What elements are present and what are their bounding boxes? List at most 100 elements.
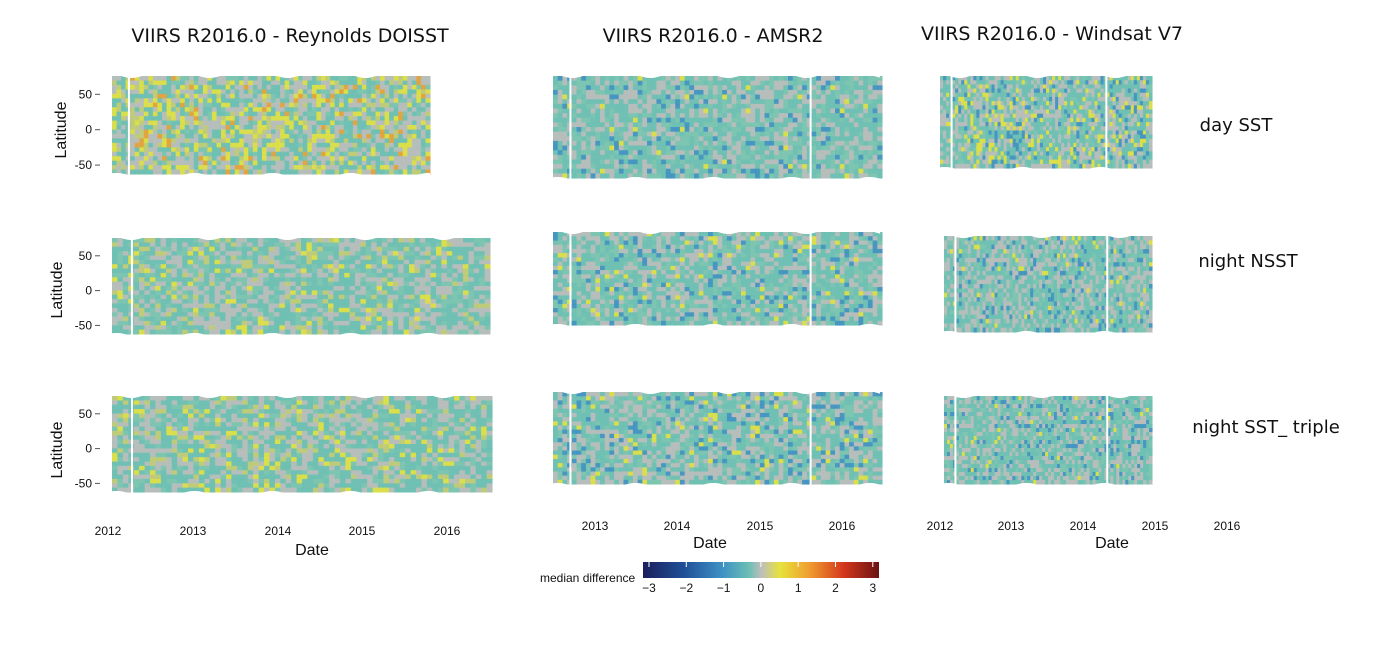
heatmap-cell [226, 439, 232, 445]
heatmap-cell [182, 400, 189, 406]
heatmap-cell [402, 98, 408, 104]
heatmap-cell [155, 251, 162, 257]
heatmap-cell [187, 242, 194, 248]
heatmap-cell [448, 465, 455, 471]
heatmap-cell [312, 461, 319, 467]
heatmap-cell [585, 76, 592, 82]
heatmap-cell [357, 138, 363, 144]
heatmap-cell [117, 417, 124, 423]
heatmap-cell [188, 413, 194, 419]
heatmap-cell [112, 290, 118, 296]
heatmap-cell [112, 422, 118, 428]
heatmap-cell [416, 160, 422, 166]
heatmap-cell [425, 80, 431, 86]
heatmap-cell [291, 487, 298, 493]
heatmap-cell [378, 478, 384, 484]
heatmap-cell [291, 461, 298, 467]
heatmap-cell [216, 80, 222, 86]
heatmap-cell [242, 417, 249, 423]
heatmap-cell [317, 290, 324, 296]
heatmap-cell [296, 444, 303, 449]
heatmap-cell [376, 246, 383, 252]
heatmap-cell [448, 461, 455, 467]
heatmap-cell [416, 133, 422, 139]
heatmap-cell [144, 307, 151, 313]
heatmap-cell [372, 444, 379, 449]
heatmap-cell [486, 483, 493, 489]
heatmap-cell [312, 465, 319, 471]
heatmap-cell [623, 154, 629, 160]
heatmap-cell [261, 156, 267, 162]
heatmap-cell [473, 255, 480, 261]
heatmap-panel-1-2 [112, 224, 491, 348]
heatmap-cell [357, 84, 363, 90]
heatmap-cell [252, 316, 259, 322]
heatmap-cell [316, 107, 322, 113]
heatmap-cell [157, 76, 163, 82]
heatmap-cell [595, 150, 601, 156]
heatmap-cell [301, 294, 307, 300]
heatmap-cell [139, 272, 145, 278]
heatmap-cell [436, 281, 442, 287]
heatmap-cell [198, 487, 205, 493]
heatmap-cell [322, 238, 329, 243]
heatmap-cell [371, 264, 378, 270]
heatmap-cell [258, 404, 265, 410]
heatmap-cell [405, 426, 412, 432]
heatmap-cell [242, 452, 249, 458]
heatmap-cell [264, 444, 270, 449]
heatmap-cell [175, 133, 181, 139]
heatmap-cell [432, 426, 439, 432]
heatmap-cell [133, 465, 140, 471]
heatmap-cell [166, 329, 172, 335]
heatmap-cell [600, 145, 606, 151]
heatmap-cell [343, 98, 349, 104]
heatmap-cell [407, 98, 413, 104]
heatmap-cell [571, 131, 578, 137]
heatmap-cell [330, 80, 336, 86]
heatmap-cell [157, 133, 163, 139]
heatmap-cell [330, 98, 336, 104]
heatmap-cell [215, 426, 222, 432]
heatmap-cell [398, 303, 405, 309]
heatmap-cell [399, 474, 406, 480]
heatmap-cell [371, 320, 378, 326]
heatmap-cell [202, 142, 208, 148]
heatmap-cell [209, 444, 216, 449]
heatmap-cell [398, 138, 404, 144]
heatmap-cell [166, 255, 172, 261]
heatmap-cell [160, 444, 167, 449]
heatmap-cell [139, 312, 145, 318]
heatmap-cell [193, 487, 200, 493]
heatmap-cell [193, 98, 199, 104]
heatmap-cell [139, 238, 145, 243]
heatmap-cell [318, 474, 325, 480]
heatmap-cell [585, 108, 592, 114]
heatmap-cell [468, 299, 475, 305]
heatmap-cell [257, 268, 264, 274]
heatmap-cell [202, 169, 208, 175]
heatmap-cell [257, 80, 263, 86]
heatmap-cell [459, 457, 466, 463]
heatmap-cell [370, 102, 376, 108]
heatmap-cell [290, 329, 297, 335]
heatmap-cell [355, 303, 361, 309]
heatmap-cell [409, 242, 415, 248]
heatmap-cell [352, 80, 358, 86]
heatmap-cell [562, 99, 568, 105]
heatmap-cell [426, 452, 433, 458]
heatmap-cell [166, 461, 173, 467]
heatmap-cell [355, 299, 361, 305]
heatmap-cell [378, 474, 384, 480]
heatmap-cell [279, 307, 286, 313]
heatmap-cell [171, 268, 178, 274]
heatmap-cell [318, 448, 325, 454]
heatmap-cell [328, 329, 334, 335]
heatmap-cell [367, 483, 374, 489]
heatmap-cell [372, 426, 379, 432]
heatmap-cell [302, 76, 308, 82]
heatmap-cell [398, 312, 405, 318]
heatmap-cell [425, 272, 432, 278]
heatmap-cell [204, 483, 211, 489]
heatmap-cell [403, 277, 410, 283]
